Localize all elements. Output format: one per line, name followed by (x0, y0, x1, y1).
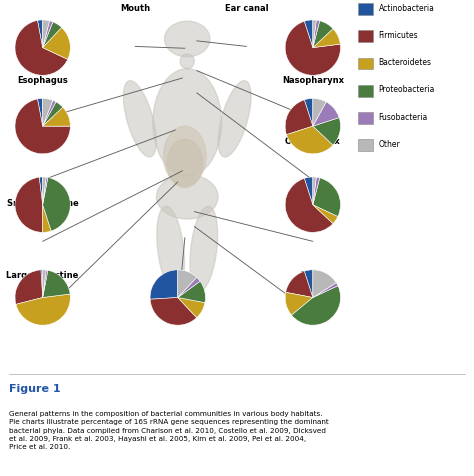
Bar (358, 30, 373, 42)
Wedge shape (313, 20, 320, 48)
Wedge shape (37, 20, 43, 48)
Text: Ear canal: Ear canal (225, 4, 268, 13)
Wedge shape (15, 99, 70, 154)
Wedge shape (150, 270, 178, 299)
Wedge shape (286, 271, 313, 298)
Text: Bacteroidetes: Bacteroidetes (379, 59, 432, 68)
Wedge shape (43, 270, 48, 298)
Wedge shape (43, 22, 62, 48)
Wedge shape (313, 205, 338, 224)
Wedge shape (43, 107, 70, 126)
Circle shape (164, 21, 210, 57)
Wedge shape (313, 270, 336, 298)
Ellipse shape (180, 54, 194, 69)
Bar (358, 58, 373, 69)
Wedge shape (304, 177, 313, 205)
Text: Actinobacteria: Actinobacteria (379, 4, 435, 13)
Ellipse shape (156, 175, 218, 219)
Text: Small intestine: Small intestine (7, 198, 79, 208)
Text: Vagina: Vagina (297, 198, 329, 208)
Wedge shape (286, 126, 333, 154)
Wedge shape (304, 20, 313, 48)
Wedge shape (39, 177, 43, 205)
Wedge shape (43, 270, 46, 298)
Wedge shape (178, 281, 205, 303)
Wedge shape (43, 102, 63, 126)
Ellipse shape (218, 80, 251, 157)
Text: Esophagus: Esophagus (17, 76, 68, 85)
Wedge shape (43, 177, 46, 205)
Text: Penis: Penis (300, 271, 326, 280)
Wedge shape (43, 205, 51, 232)
Wedge shape (43, 270, 70, 298)
Wedge shape (304, 270, 313, 298)
Text: Other: Other (379, 139, 401, 149)
Wedge shape (313, 99, 326, 126)
Wedge shape (313, 20, 316, 48)
Ellipse shape (167, 139, 203, 188)
Wedge shape (313, 102, 339, 126)
Wedge shape (313, 283, 338, 298)
Bar (358, 139, 373, 151)
Wedge shape (37, 99, 43, 126)
Text: Proteobacteria: Proteobacteria (379, 86, 435, 95)
Wedge shape (43, 99, 53, 126)
Wedge shape (313, 178, 340, 217)
Wedge shape (43, 178, 70, 231)
Ellipse shape (164, 126, 206, 186)
Wedge shape (178, 298, 205, 317)
Wedge shape (304, 99, 313, 126)
Wedge shape (150, 298, 197, 325)
Ellipse shape (157, 206, 184, 291)
Wedge shape (43, 20, 50, 48)
Text: Skin: Skin (167, 271, 188, 280)
Text: Firmicutes: Firmicutes (379, 31, 419, 40)
Wedge shape (43, 100, 56, 126)
Ellipse shape (190, 206, 218, 291)
Wedge shape (285, 292, 313, 315)
Wedge shape (16, 294, 70, 325)
Text: Figure 1: Figure 1 (9, 384, 61, 394)
Wedge shape (285, 100, 313, 135)
Wedge shape (43, 177, 48, 205)
Ellipse shape (153, 69, 222, 177)
Wedge shape (43, 28, 70, 60)
Bar (358, 3, 373, 15)
Text: Stomach: Stomach (22, 137, 63, 146)
Wedge shape (292, 286, 340, 325)
Bar (358, 85, 373, 97)
Wedge shape (313, 29, 340, 48)
Wedge shape (285, 21, 340, 75)
Text: Large intestine: Large intestine (7, 271, 79, 280)
Wedge shape (313, 177, 316, 205)
Text: Oropharynx: Oropharynx (285, 137, 341, 146)
Wedge shape (15, 20, 68, 75)
Wedge shape (41, 270, 43, 298)
Text: Fusobacteria: Fusobacteria (379, 113, 428, 121)
Wedge shape (313, 177, 320, 205)
Text: Nasopharynx: Nasopharynx (282, 76, 344, 85)
Text: General patterns in the composition of bacterial communities in various body hab: General patterns in the composition of b… (9, 411, 329, 450)
Text: Mouth: Mouth (120, 4, 150, 13)
Ellipse shape (123, 80, 156, 157)
Wedge shape (285, 178, 333, 232)
Wedge shape (178, 278, 200, 298)
Wedge shape (313, 21, 333, 48)
Bar (358, 112, 373, 124)
Wedge shape (178, 270, 197, 298)
Wedge shape (15, 270, 43, 304)
Wedge shape (15, 177, 43, 232)
Wedge shape (43, 21, 53, 48)
Wedge shape (313, 118, 340, 145)
